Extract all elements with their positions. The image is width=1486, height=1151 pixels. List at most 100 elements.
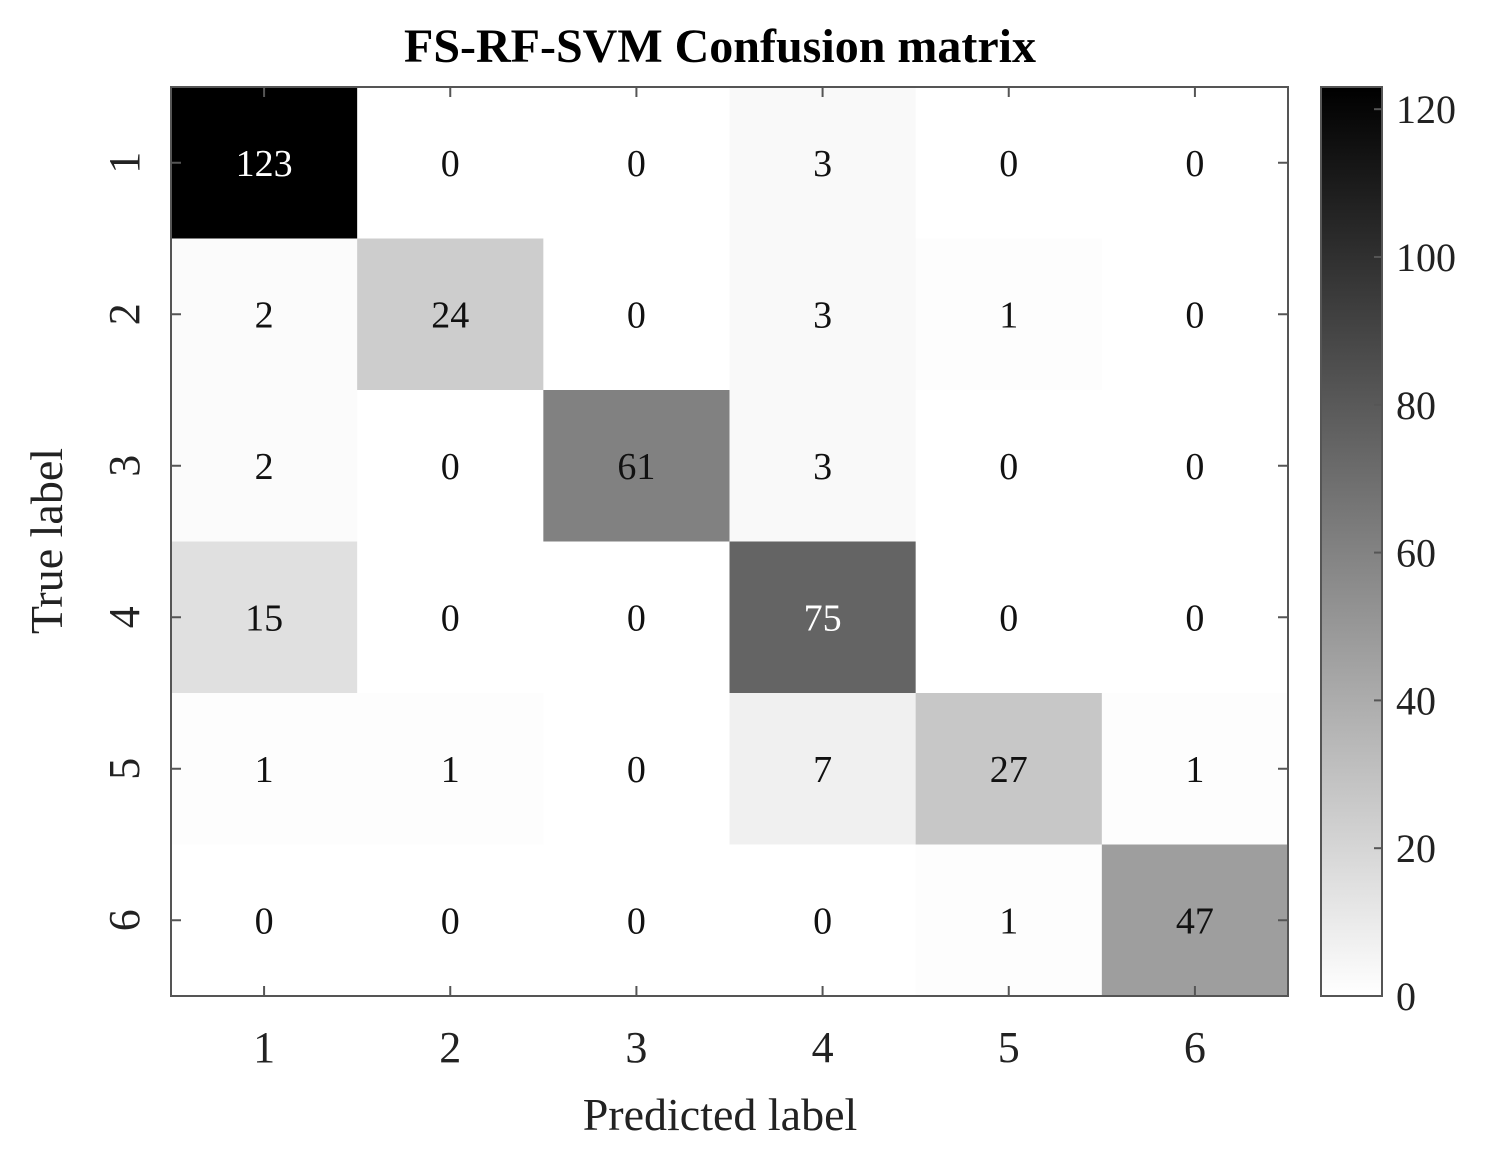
heatmap-cell xyxy=(729,541,917,694)
heatmap-cell xyxy=(357,87,544,239)
colorbar-tick-label: 20 xyxy=(1396,826,1436,871)
colorbar-tick-label: 100 xyxy=(1396,235,1456,280)
cell-value-label: 0 xyxy=(1185,143,1204,185)
heatmap-cell xyxy=(543,541,730,694)
cell-value-label: 0 xyxy=(627,294,646,336)
cell-value-label: 75 xyxy=(804,597,842,639)
heatmap-cell xyxy=(543,693,730,845)
cell-value-label: 0 xyxy=(999,597,1018,639)
heatmap-cell xyxy=(171,87,358,239)
y-axis-label: True label xyxy=(21,448,72,634)
heatmap-cells: 123 0 0 3 0 0 2 24 0 3 1 0 2 0 61 3 0 0 15 0 0 75 0 0 1 1 0 7 27 1 0 0 0… xyxy=(171,87,1289,997)
cell-value-label: 2 xyxy=(255,294,274,336)
heatmap-cell xyxy=(915,87,1103,239)
heatmap-cell xyxy=(171,238,358,391)
cell-value-label: 0 xyxy=(627,749,646,791)
x-tick-label: 5 xyxy=(998,1023,1020,1072)
heatmap-cell xyxy=(915,390,1103,542)
y-tick-label: 2 xyxy=(100,303,149,325)
colorbar-tick-label: 0 xyxy=(1396,974,1416,1019)
cell-value-label: 0 xyxy=(999,143,1018,185)
cell-value-label: 0 xyxy=(627,143,646,185)
cell-value-label: 0 xyxy=(627,597,646,639)
y-tick-label: 6 xyxy=(100,909,149,931)
cell-value-label: 0 xyxy=(813,900,832,942)
heatmap-cell xyxy=(1101,541,1289,694)
heatmap-cell xyxy=(357,844,544,997)
heatmap-cell xyxy=(543,390,730,542)
x-tick-label: 2 xyxy=(439,1023,461,1072)
cell-value-label: 61 xyxy=(617,446,655,488)
heatmap-cell xyxy=(1101,844,1289,997)
colorbar-tick-label: 60 xyxy=(1396,531,1436,576)
heatmap-cell xyxy=(1101,693,1289,845)
cell-value-label: 0 xyxy=(1185,597,1204,639)
heatmap-cell xyxy=(543,844,730,997)
cell-value-label: 15 xyxy=(245,597,283,639)
chart-title: FS-RF-SVM Confusion matrix xyxy=(404,20,1036,73)
heatmap-cell xyxy=(357,693,544,845)
cell-value-label: 0 xyxy=(441,143,460,185)
cell-value-label: 7 xyxy=(813,749,832,791)
colorbar-tick-label: 120 xyxy=(1396,87,1456,132)
x-tick-label: 4 xyxy=(812,1023,834,1072)
heatmap-cell xyxy=(543,87,730,239)
cell-value-label: 0 xyxy=(441,900,460,942)
cell-value-label: 24 xyxy=(431,294,469,336)
y-tick-label: 1 xyxy=(100,152,149,174)
heatmap-cell xyxy=(729,693,917,845)
cell-value-label: 47 xyxy=(1176,900,1214,942)
heatmap-cell xyxy=(729,87,917,239)
heatmap-cell xyxy=(1101,390,1289,542)
heatmap-cell xyxy=(915,693,1103,845)
cell-value-label: 2 xyxy=(255,446,274,488)
colorbar-tick-label: 80 xyxy=(1396,383,1436,428)
colorbar: 0 20 40 60 80 100 120 xyxy=(1320,86,1456,1019)
heatmap-cell xyxy=(729,844,917,997)
cell-value-label: 3 xyxy=(813,294,832,336)
cell-value-label: 1 xyxy=(999,294,1018,336)
cell-value-label: 0 xyxy=(1185,294,1204,336)
cell-value-label: 0 xyxy=(441,597,460,639)
x-tick-label: 3 xyxy=(625,1023,647,1072)
x-axis-label: Predicted label xyxy=(583,1089,858,1140)
heatmap-cell xyxy=(171,541,358,694)
cell-value-label: 0 xyxy=(441,446,460,488)
cell-value-label: 123 xyxy=(236,143,293,185)
heatmap-cell xyxy=(357,541,544,694)
cell-value-label: 0 xyxy=(627,900,646,942)
cell-value-label: 0 xyxy=(999,446,1018,488)
heatmap-cell xyxy=(171,693,358,845)
heatmap-cell xyxy=(357,238,544,391)
heatmap-cell xyxy=(915,844,1103,997)
cell-value-label: 1 xyxy=(255,749,274,791)
cell-value-label: 1 xyxy=(999,900,1018,942)
y-tick-label: 4 xyxy=(100,606,149,628)
plot-frame xyxy=(170,86,1289,997)
y-tick-label: 3 xyxy=(100,455,149,477)
colorbar-gradient xyxy=(1320,86,1383,997)
cell-value-label: 3 xyxy=(813,446,832,488)
heatmap-cell xyxy=(543,238,730,391)
heatmap-cell xyxy=(915,541,1103,694)
heatmap-cell xyxy=(357,390,544,542)
x-tick-label: 6 xyxy=(1184,1023,1206,1072)
heatmap-cell xyxy=(1101,238,1289,391)
heatmap-cell xyxy=(729,238,917,391)
x-tick-label: 1 xyxy=(253,1023,275,1072)
cell-value-label: 1 xyxy=(441,749,460,791)
heatmap-cell xyxy=(729,390,917,542)
cell-value-label: 1 xyxy=(1185,749,1204,791)
heatmap-cell xyxy=(1101,87,1289,239)
cell-value-label: 3 xyxy=(813,143,832,185)
heatmap-cell xyxy=(171,844,358,997)
cell-value-label: 0 xyxy=(1185,446,1204,488)
cell-value-label: 27 xyxy=(990,749,1028,791)
heatmap-cell xyxy=(171,390,358,542)
heatmap-cell xyxy=(915,238,1103,391)
y-tick-label: 5 xyxy=(100,758,149,780)
colorbar-tick-label: 40 xyxy=(1396,678,1436,723)
cell-value-label: 0 xyxy=(255,900,274,942)
